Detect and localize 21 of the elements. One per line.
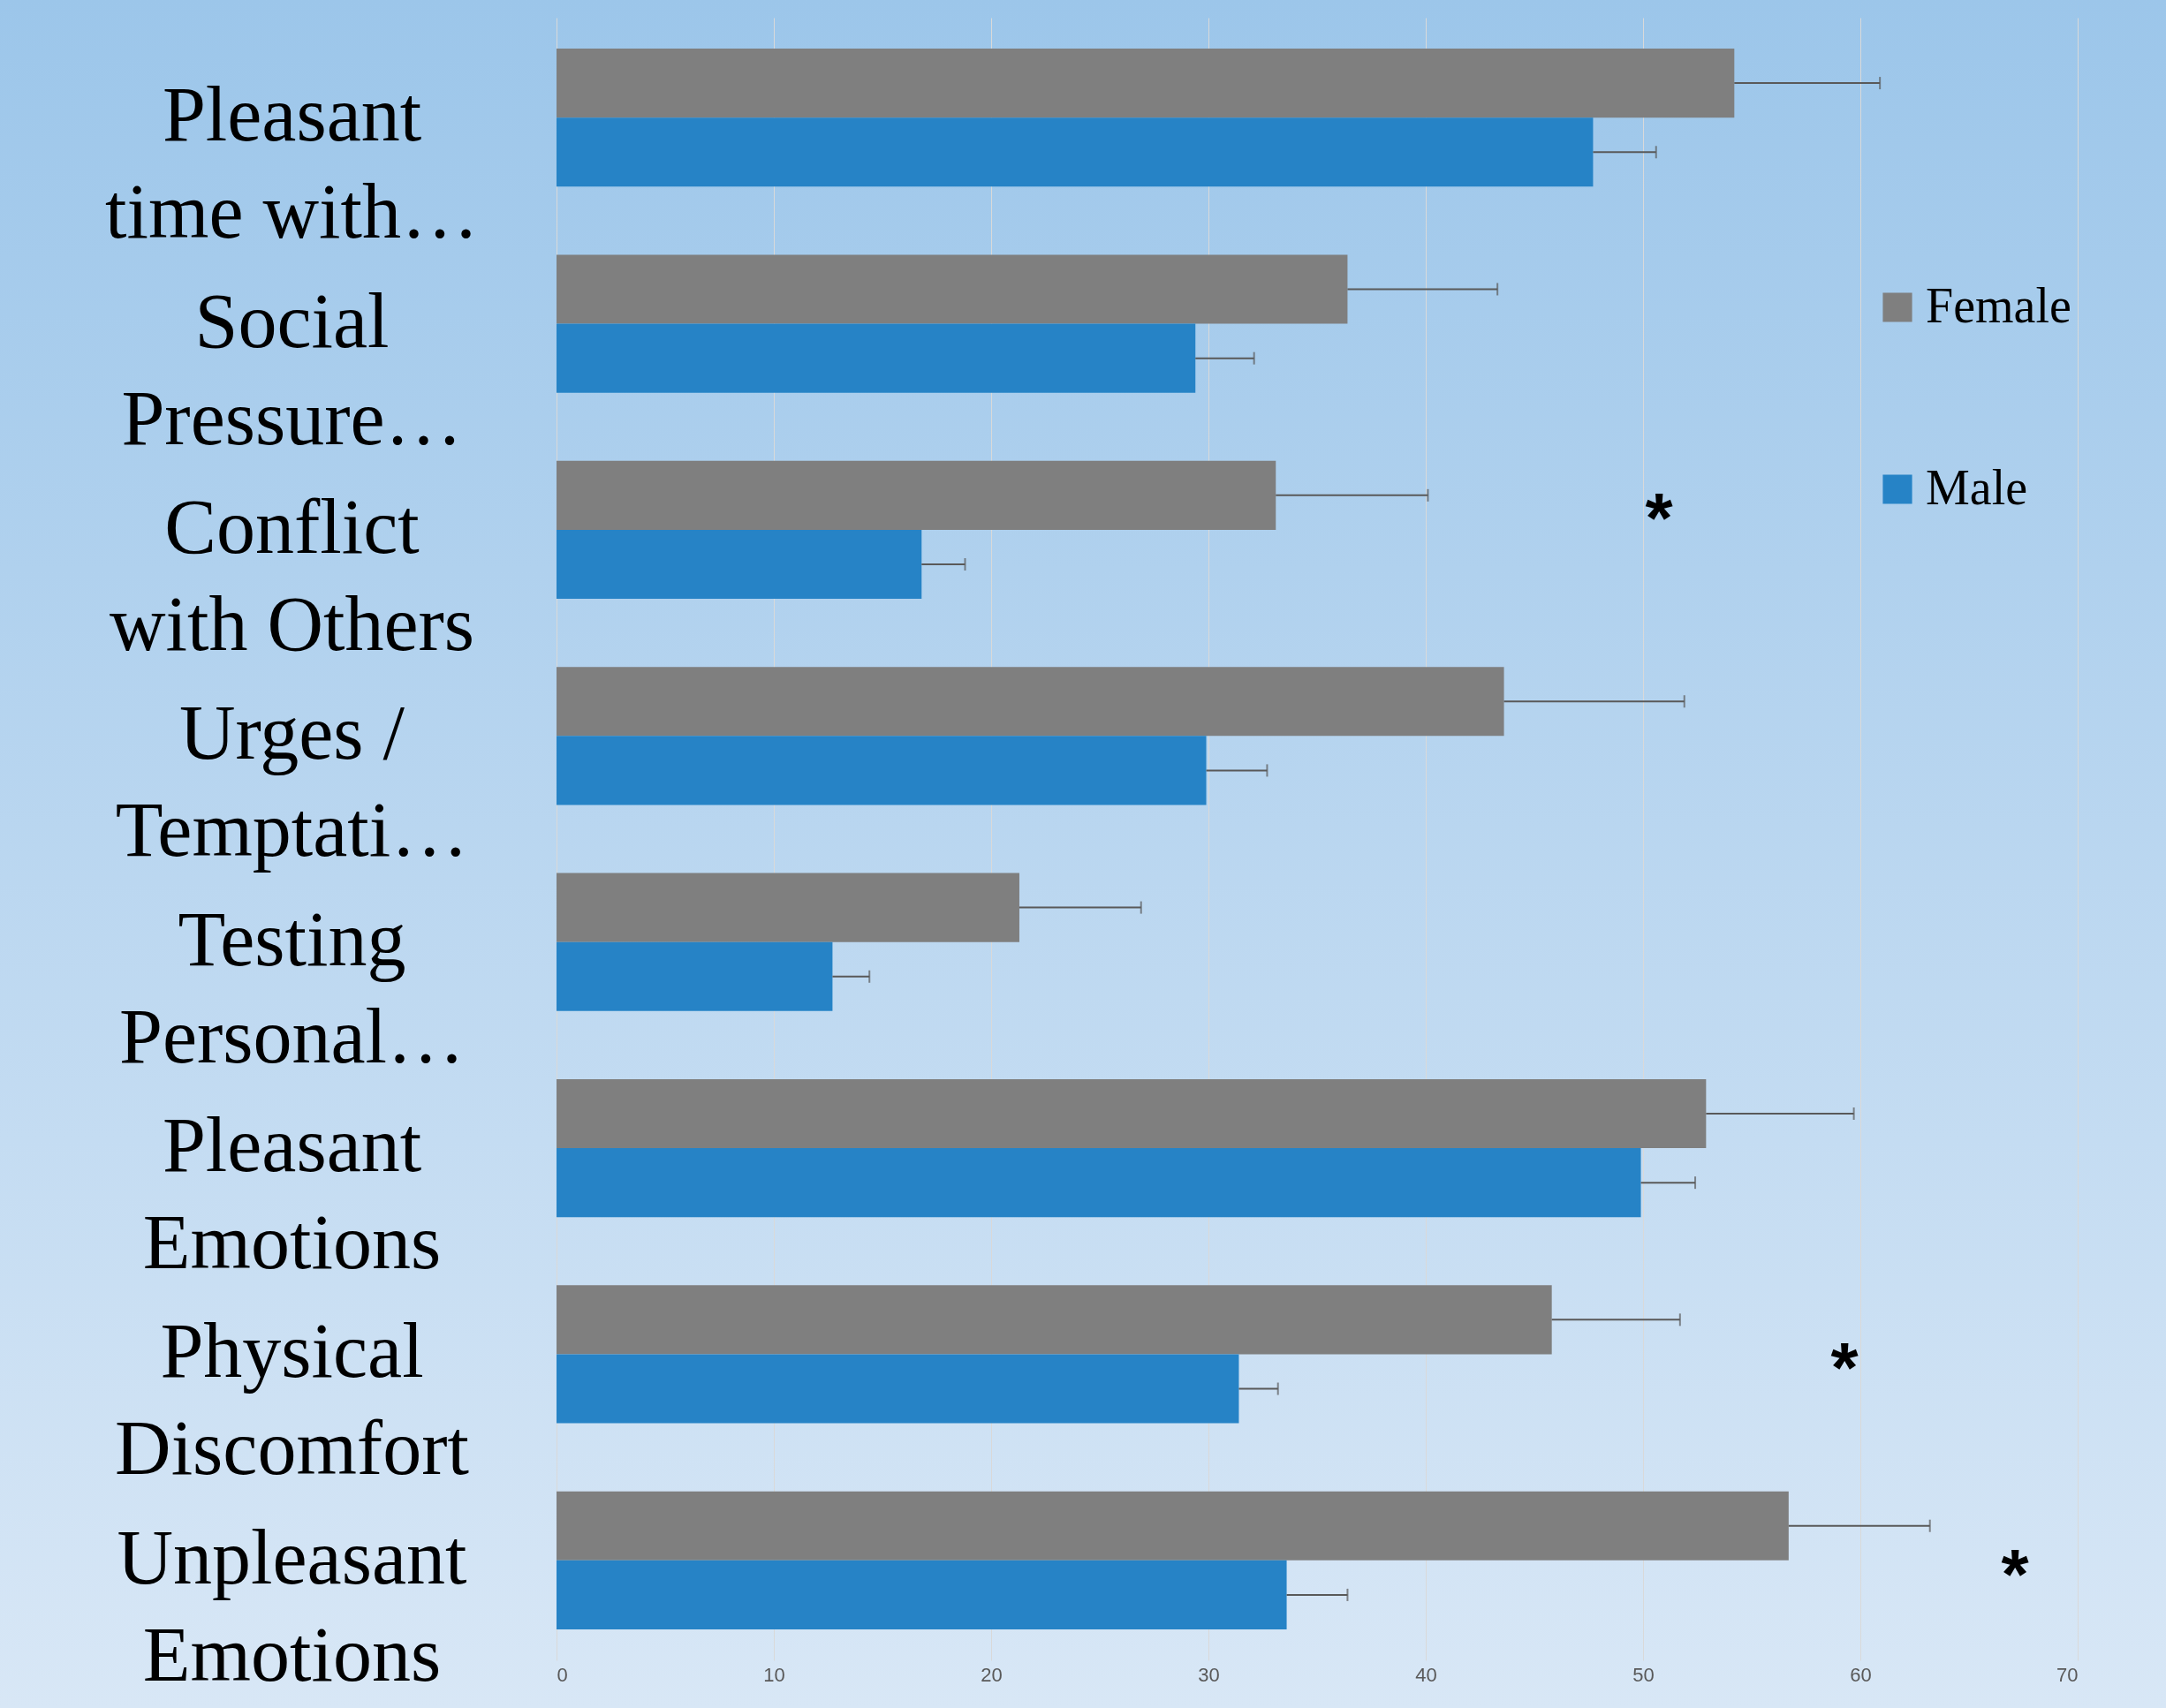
x-tick-label: 30 [1198,1663,1220,1686]
x-tick-label: 60 [1850,1663,1872,1686]
y-tick-label: Conflict with Others [109,483,475,667]
y-tick-label: Unpleasant Emotions [117,1514,467,1697]
y-tick-label: Testing Personal… [118,896,466,1079]
x-tick-label: 10 [763,1663,785,1686]
y-tick-label: Urges / Temptati… [115,690,469,873]
x-tick-label: 50 [1632,1663,1655,1686]
y-tick-label: Pleasant Emotions [142,1102,442,1286]
y-tick-label: Physical Discomfort [115,1308,469,1492]
legend-label: Male [1926,460,2028,515]
annotation: * [2001,1535,2030,1614]
x-tick-label: 0 [557,1663,568,1686]
y-tick-label: Social Pressure… [121,277,463,461]
x-tick-label: 70 [2056,1663,2079,1686]
x-tick-label: 20 [981,1663,1003,1686]
annotation: * [1645,479,1674,557]
legend-label: Female [1926,278,2071,333]
y-tick-label: Pleasant time with… [105,72,479,255]
x-tick-label: 40 [1415,1663,1437,1686]
annotation: * [1830,1328,1859,1407]
